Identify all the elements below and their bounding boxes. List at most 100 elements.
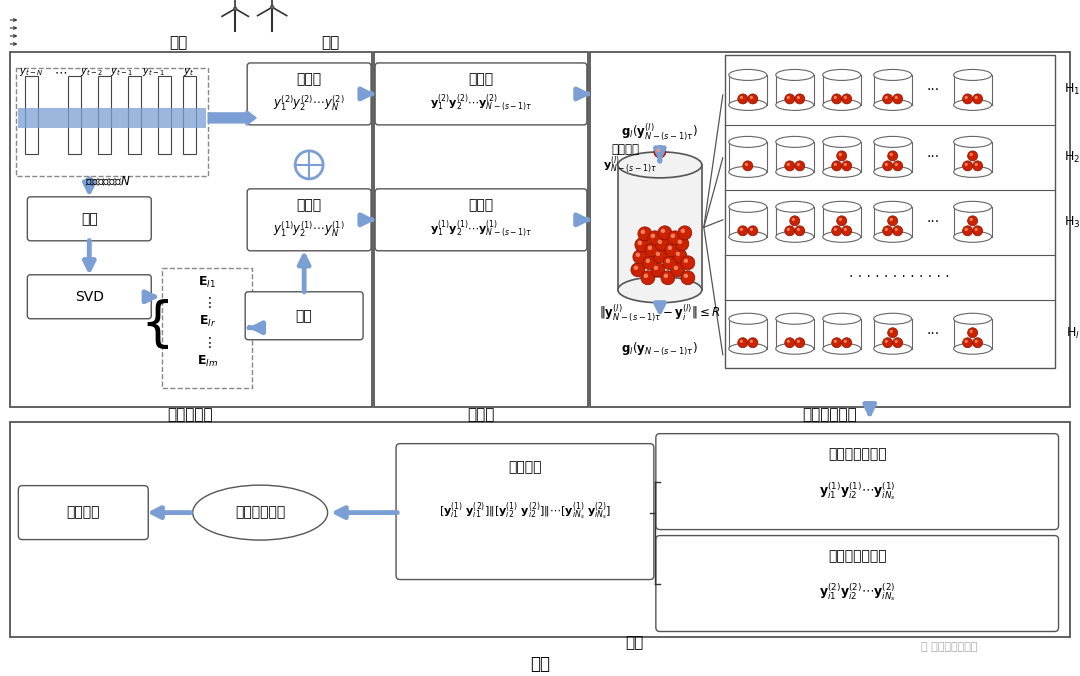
- Circle shape: [843, 340, 847, 343]
- Circle shape: [789, 216, 800, 226]
- FancyBboxPatch shape: [656, 535, 1058, 631]
- Bar: [162, 268, 252, 388]
- Bar: [823, 142, 861, 172]
- Text: 趋势段: 趋势段: [469, 198, 494, 212]
- Ellipse shape: [729, 166, 767, 177]
- Ellipse shape: [823, 343, 861, 354]
- Ellipse shape: [954, 99, 991, 110]
- Text: $\mathbf{y}_1^{(2)}\mathbf{y}_2^{(2)}\cdots\mathbf{y}_{N-(s-1)\tau}^{(2)}$: $\mathbf{y}_1^{(2)}\mathbf{y}_2^{(2)}\cd…: [430, 92, 532, 114]
- Circle shape: [834, 163, 837, 166]
- Circle shape: [843, 228, 847, 231]
- Circle shape: [646, 259, 650, 263]
- Circle shape: [888, 151, 897, 161]
- Ellipse shape: [729, 231, 767, 242]
- Bar: [823, 75, 861, 105]
- Circle shape: [750, 96, 753, 99]
- Ellipse shape: [618, 152, 702, 178]
- Circle shape: [797, 228, 800, 231]
- Circle shape: [885, 163, 888, 166]
- Circle shape: [684, 259, 688, 263]
- Ellipse shape: [954, 70, 991, 80]
- Bar: [874, 75, 912, 105]
- Text: 局部敏感哈希: 局部敏感哈希: [802, 407, 858, 422]
- Circle shape: [636, 253, 640, 257]
- Ellipse shape: [775, 313, 813, 324]
- Text: 相似平均趋势段: 相似平均趋势段: [828, 448, 887, 462]
- Circle shape: [974, 228, 977, 231]
- Circle shape: [839, 153, 842, 156]
- Ellipse shape: [874, 231, 912, 242]
- Circle shape: [795, 226, 805, 236]
- Bar: [775, 207, 813, 237]
- Circle shape: [657, 148, 660, 152]
- FancyBboxPatch shape: [18, 485, 148, 539]
- Circle shape: [885, 228, 888, 231]
- Circle shape: [968, 151, 977, 161]
- Ellipse shape: [775, 343, 813, 354]
- Circle shape: [843, 96, 847, 99]
- Text: 重构: 重构: [296, 309, 312, 322]
- Circle shape: [882, 226, 893, 236]
- Circle shape: [882, 161, 893, 171]
- Bar: [954, 207, 991, 237]
- Circle shape: [295, 151, 323, 179]
- Circle shape: [841, 94, 852, 104]
- Circle shape: [894, 163, 897, 166]
- Ellipse shape: [775, 231, 813, 242]
- Circle shape: [652, 249, 666, 263]
- Circle shape: [651, 263, 665, 276]
- Circle shape: [738, 94, 747, 104]
- Text: $y_1^{(1)}y_2^{(1)}\cdots y_N^{(1)}$: $y_1^{(1)}y_2^{(1)}\cdots y_N^{(1)}$: [273, 219, 345, 239]
- Circle shape: [270, 5, 274, 9]
- Circle shape: [653, 146, 666, 158]
- Circle shape: [968, 328, 977, 338]
- Text: $\mathbf{y}_{i1}^{(2)}\mathbf{y}_{i2}^{(2)}\cdots\mathbf{y}_{iN_s}^{(2)}$: $\mathbf{y}_{i1}^{(2)}\mathbf{y}_{i2}^{(…: [820, 581, 896, 604]
- Circle shape: [740, 96, 743, 99]
- Circle shape: [885, 96, 888, 99]
- Text: $\mathbf{E}_{Im}$: $\mathbf{E}_{Im}$: [197, 354, 218, 369]
- Text: $y_1^{(2)}y_2^{(2)}\cdots y_N^{(2)}$: $y_1^{(2)}y_2^{(2)}\cdots y_N^{(2)}$: [273, 93, 345, 113]
- FancyBboxPatch shape: [27, 197, 151, 241]
- Circle shape: [673, 249, 687, 263]
- Bar: [18, 108, 206, 128]
- Circle shape: [740, 228, 743, 231]
- Circle shape: [894, 96, 897, 99]
- Ellipse shape: [954, 343, 991, 354]
- Circle shape: [964, 96, 968, 99]
- Bar: [775, 319, 813, 349]
- Circle shape: [786, 96, 789, 99]
- Text: 预测: 预测: [530, 656, 550, 673]
- Circle shape: [785, 94, 795, 104]
- Circle shape: [785, 161, 795, 171]
- Circle shape: [964, 340, 968, 343]
- Circle shape: [832, 94, 841, 104]
- Circle shape: [894, 228, 897, 231]
- Text: 奇异谱分析: 奇异谱分析: [167, 407, 213, 422]
- Bar: [11, 52, 373, 407]
- Circle shape: [795, 94, 805, 104]
- Text: {: {: [140, 299, 174, 351]
- Circle shape: [786, 163, 789, 166]
- Circle shape: [962, 161, 973, 171]
- Text: $y_{t-1}$: $y_{t-1}$: [141, 66, 164, 78]
- Bar: [823, 207, 861, 237]
- Circle shape: [684, 274, 688, 278]
- Text: $\mathbf{g}_l(\mathbf{y}_{N-(s-1)\tau}^{(l)})$: $\mathbf{g}_l(\mathbf{y}_{N-(s-1)\tau}^{…: [621, 121, 698, 143]
- FancyBboxPatch shape: [375, 189, 586, 251]
- Ellipse shape: [954, 137, 991, 147]
- FancyBboxPatch shape: [27, 274, 151, 319]
- Circle shape: [648, 245, 652, 250]
- Circle shape: [786, 340, 789, 343]
- Text: $[\mathbf{y}_{i1}^{(1)}\ \mathbf{y}_{i1}^{(2)}]\|[\mathbf{y}_{i2}^{(1)}\ \mathbf: $[\mathbf{y}_{i1}^{(1)}\ \mathbf{y}_{i1}…: [438, 500, 611, 523]
- Circle shape: [648, 231, 662, 245]
- Text: $\|\mathbf{y}_{N-(s-1)\tau}^{(l)}-\mathbf{y}_i^{(l)}\|\leq R$: $\|\mathbf{y}_{N-(s-1)\tau}^{(l)}-\mathb…: [599, 303, 720, 324]
- Circle shape: [962, 94, 973, 104]
- Bar: [729, 75, 767, 105]
- Text: 支持向量回归: 支持向量回归: [235, 506, 285, 520]
- Text: 🌐 电力系统自动化: 🌐 电力系统自动化: [921, 642, 977, 652]
- Circle shape: [962, 226, 973, 236]
- Circle shape: [675, 237, 689, 251]
- Ellipse shape: [823, 166, 861, 177]
- Circle shape: [973, 161, 983, 171]
- Bar: [725, 55, 1054, 368]
